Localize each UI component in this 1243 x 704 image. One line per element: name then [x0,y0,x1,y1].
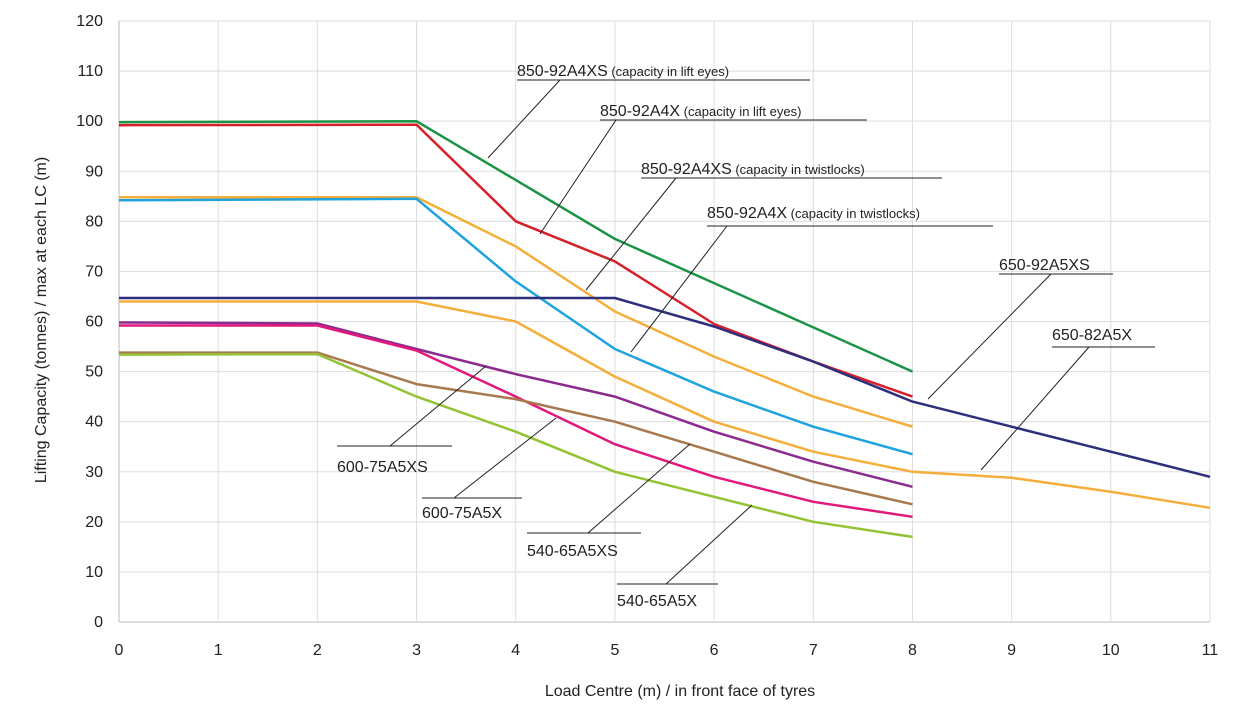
y-tick-label: 20 [85,514,103,531]
annotation-label: 850-92A4X (capacity in lift eyes) [600,103,801,120]
series-line-6 [119,300,1211,510]
annotation-leader-line [539,119,617,235]
series-annotation: 850-92A4XS (capacity in twistlocks) [585,161,942,291]
x-tick-label: 9 [1007,642,1016,659]
y-tick-label: 90 [85,163,103,180]
series-line-4 [118,197,913,456]
y-tick-labels: 0 10 20 30 40 50 60 70 80 90 100 110 120 [76,13,103,631]
annotation-note: (capacity in twistlocks) [732,162,865,177]
annotation-series-name: 540-65A5XS [527,543,618,560]
annotation-label: 650-82A5X [1052,327,1132,344]
annotation-series-name: 650-82A5X [1052,327,1132,344]
series-annotation: 540-65A5X [617,504,753,610]
annotation-leader-line [585,177,677,291]
annotations: 850-92A4XS (capacity in lift eyes)850-92… [337,63,1155,610]
x-axis-title: Load Centre (m) / in front face of tyres [545,683,815,700]
y-tick-label: 30 [85,464,103,481]
x-tick-label: 3 [412,642,421,659]
x-tick-labels: 0 1 2 3 4 5 6 7 8 9 10 11 [115,642,1219,659]
x-tick-label: 0 [115,642,124,659]
x-tick-label: 6 [710,642,719,659]
annotation-series-name: 850-92A4XS [517,63,608,80]
annotation-series-name: 850-92A4XS [641,161,732,178]
annotation-label: 850-92A4X (capacity in twistlocks) [707,205,920,222]
x-tick-label: 1 [214,642,223,659]
x-tick-label: 4 [511,642,520,659]
y-tick-label: 80 [85,213,103,230]
y-tick-label: 40 [85,414,103,431]
y-tick-label: 10 [85,564,103,581]
series-line-3 [119,196,913,428]
y-tick-label: 100 [76,113,103,130]
series-line-8 [119,324,913,519]
annotation-note: (capacity in lift eyes) [608,64,729,79]
series-annotation: 850-92A4X (capacity in lift eyes) [539,103,867,235]
annotation-label: 540-65A5X [617,593,697,610]
annotation-leader-line [587,443,691,534]
series-line-10 [118,352,913,539]
series-lines [118,119,1211,539]
annotation-leader-line [665,504,753,585]
annotation-leader-line [927,273,1052,400]
annotation-series-name: 600-75A5XS [337,459,428,476]
annotation-leader-line [980,346,1090,471]
annotation-leader-line [453,417,557,499]
y-axis-title: Lifting Capacity (tonnes) / max at each … [33,157,50,483]
series-annotation: 850-92A4XS (capacity in lift eyes) [487,63,810,159]
y-tick-label: 110 [77,63,103,80]
annotation-label: 600-75A5X [422,505,502,522]
annotation-series-name: 850-92A4X [600,103,680,120]
x-tick-label: 8 [908,642,917,659]
annotation-label: 850-92A4XS (capacity in lift eyes) [517,63,729,80]
y-tick-label: 50 [85,364,103,381]
series-annotation: 850-92A4X (capacity in twistlocks) [630,205,993,353]
annotation-note: (capacity in lift eyes) [680,104,801,119]
y-tick-label: 60 [85,314,103,331]
x-tick-label: 7 [809,642,818,659]
annotation-series-name: 850-92A4X [707,205,787,222]
x-tick-label: 11 [1202,642,1219,659]
series-annotation: 600-75A5X [422,417,557,522]
annotation-series-name: 600-75A5X [422,505,502,522]
annotation-leader-line [389,365,487,447]
y-tick-label: 120 [76,13,103,30]
annotation-series-name: 650-92A5XS [999,257,1090,274]
y-tick-label: 70 [85,263,103,280]
annotation-label: 540-65A5XS [527,543,618,560]
series-line-9 [119,351,913,506]
x-tick-label: 10 [1102,642,1120,659]
annotation-series-name: 540-65A5X [617,593,697,610]
annotation-note: (capacity in twistlocks) [787,206,920,221]
annotation-label: 650-92A5XS [999,257,1090,274]
annotation-label: 600-75A5XS [337,459,428,476]
x-tick-label: 5 [610,642,619,659]
series-line-1 [118,119,914,373]
series-line-7 [118,321,913,489]
series-line-5 [119,296,1211,479]
y-tick-label: 0 [94,614,103,631]
annotation-leader-line [487,79,561,159]
series-annotation: 650-92A5XS [927,257,1113,400]
annotation-leader-line [630,225,728,353]
series-annotation: 650-82A5X [980,327,1155,471]
annotation-label: 850-92A4XS (capacity in twistlocks) [641,161,865,178]
x-tick-label: 2 [313,642,322,659]
series-annotation: 540-65A5XS [527,443,691,560]
series-annotation: 600-75A5XS [337,365,487,476]
